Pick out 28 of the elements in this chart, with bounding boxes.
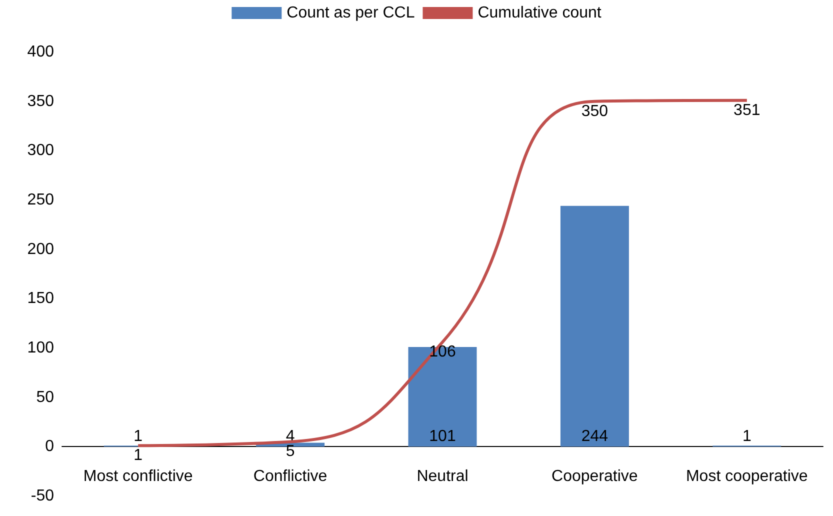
y-tick-label: 200	[27, 240, 54, 258]
x-tick-label: Neutral	[416, 468, 468, 486]
y-tick-label: 400	[27, 44, 54, 60]
data-label: 351	[734, 102, 760, 119]
y-tick-label: 50	[36, 388, 54, 406]
data-label: 4	[286, 428, 295, 446]
y-tick-label: 250	[27, 192, 54, 208]
data-label: 244	[581, 428, 608, 446]
data-label: 5	[286, 443, 295, 460]
y-tick-label: 0	[45, 438, 54, 456]
data-label: 101	[429, 428, 456, 446]
x-tick-label: Cooperative	[552, 468, 638, 486]
data-label: 1	[134, 428, 143, 446]
x-tick-label: Most conflictive	[83, 468, 193, 486]
bar	[408, 347, 477, 447]
data-label: 350	[581, 102, 608, 120]
y-tick-label: -50	[30, 488, 54, 504]
legend-label: Cumulative count	[478, 4, 602, 22]
y-tick-label: 350	[27, 92, 54, 110]
y-tick-label: 100	[27, 340, 54, 356]
y-tick-label: 150	[27, 290, 54, 308]
data-label: 1	[742, 428, 752, 446]
data-label: 1	[134, 447, 143, 464]
bar	[560, 206, 629, 447]
y-tick-label: 300	[27, 142, 54, 160]
legend-label: Count as per CCL	[286, 4, 415, 22]
x-tick-label: Conflictive	[253, 468, 328, 486]
x-tick-label: Most cooperative	[686, 468, 808, 486]
